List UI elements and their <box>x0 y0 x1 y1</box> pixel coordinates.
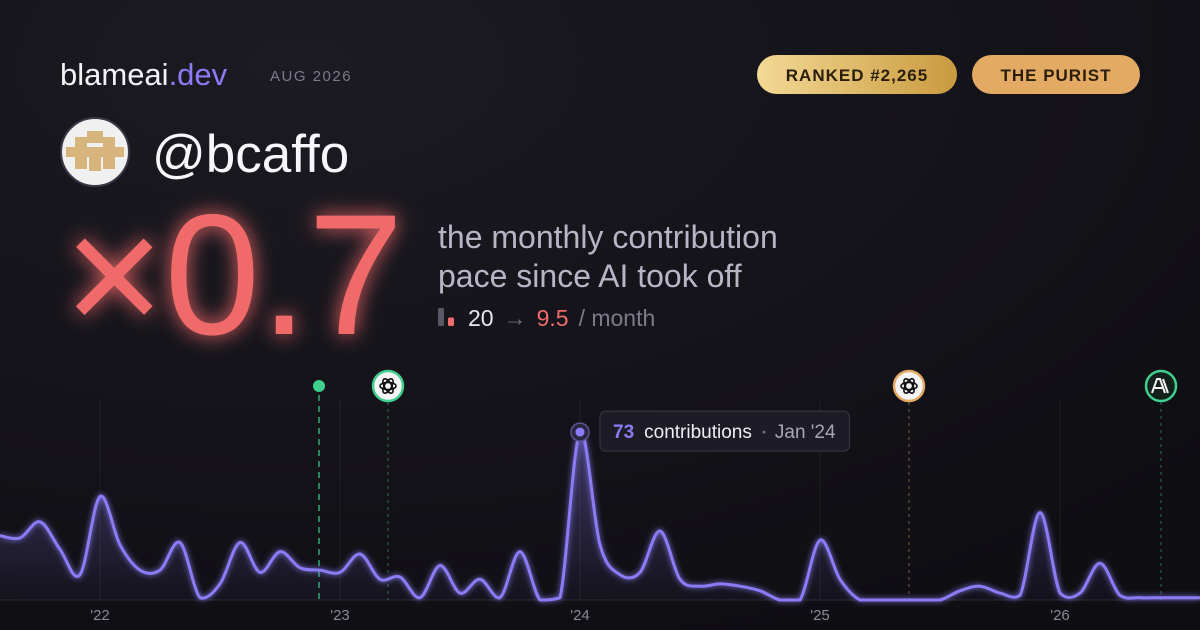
brand-name: blameai <box>60 57 169 92</box>
brand-tld: .dev <box>169 57 228 92</box>
date: AUG 2026 <box>270 68 352 85</box>
pace-bars <box>438 308 454 326</box>
line <box>0 430 1200 602</box>
tooltip-date: Jan '24 <box>775 422 836 443</box>
tooltip-unit: contributions <box>644 422 752 443</box>
badge <box>972 55 1140 94</box>
pace: 20 → 9.5 / month <box>468 305 655 331</box>
pace-arrow: → <box>504 305 527 331</box>
badge-label: THE PURIST <box>1000 66 1111 85</box>
x-tick-label: '24 <box>570 607 590 624</box>
headline: the monthly contribution <box>438 219 778 255</box>
x-tick-label: '25 <box>810 607 830 624</box>
brand: blameai.dev <box>60 57 228 92</box>
avatar <box>60 117 130 187</box>
pace-unit: / month <box>579 305 656 331</box>
tooltip-separator <box>762 430 766 434</box>
event-markers <box>313 369 1178 600</box>
tooltip-value: 73 <box>613 422 634 443</box>
highlight-point <box>575 427 585 437</box>
badge-label: RANKED #2,265 <box>786 66 928 85</box>
badge <box>757 55 957 94</box>
tooltip: 73 contributions Jan '24 <box>570 410 851 452</box>
handle: @bcaffo <box>152 125 349 184</box>
pace-bar <box>438 308 444 326</box>
x-tick-label: '23 <box>330 607 350 624</box>
pace-bar <box>448 317 454 326</box>
multiplier: ×0.7 <box>64 179 404 371</box>
area <box>0 431 1200 600</box>
tooltip-box <box>599 410 851 452</box>
pace-after: 9.5 <box>537 305 569 331</box>
headline: pace since AI took off <box>438 258 742 294</box>
x-tick-label: '26 <box>1050 607 1070 624</box>
plot <box>0 430 1200 602</box>
pace-before: 20 <box>468 305 494 331</box>
x-tick-label: '22 <box>90 607 110 624</box>
